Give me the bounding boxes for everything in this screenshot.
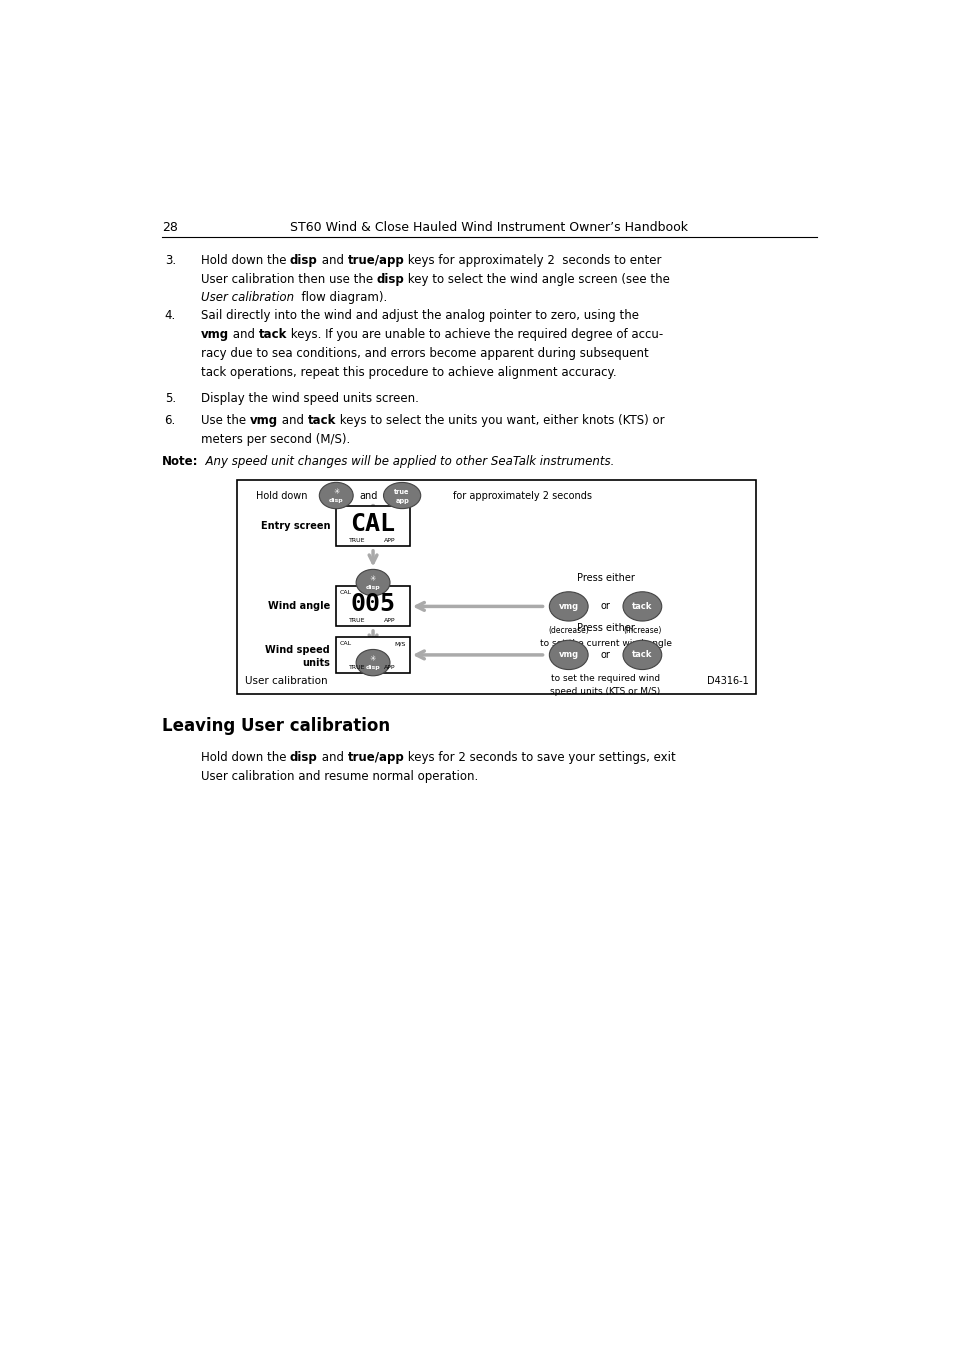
Text: ✳: ✳: [370, 654, 375, 663]
Text: D4316-1: D4316-1: [706, 677, 748, 686]
Text: Use the: Use the: [200, 413, 250, 427]
Text: vmg: vmg: [558, 650, 578, 659]
Text: flow diagram).: flow diagram).: [294, 292, 387, 304]
Text: 4.: 4.: [165, 309, 175, 322]
FancyBboxPatch shape: [335, 507, 410, 546]
Text: or: or: [600, 650, 610, 659]
Text: keys to select the units you want, either knots (KTS) or: keys to select the units you want, eithe…: [335, 413, 663, 427]
Ellipse shape: [319, 482, 353, 509]
Text: units: units: [302, 658, 330, 667]
Text: APP: APP: [383, 538, 395, 543]
Text: disp: disp: [376, 273, 404, 285]
Text: to set the current wind angle: to set the current wind angle: [539, 639, 671, 647]
Text: Note:: Note:: [162, 455, 198, 469]
Text: disp: disp: [365, 665, 380, 670]
Text: Leaving User calibration: Leaving User calibration: [162, 717, 390, 735]
Text: Wind speed: Wind speed: [265, 646, 330, 655]
Text: CAL: CAL: [340, 642, 352, 646]
Text: User calibration then use the: User calibration then use the: [200, 273, 376, 285]
Text: disp: disp: [290, 751, 317, 765]
Text: Sail directly into the wind and adjust the analog pointer to zero, using the: Sail directly into the wind and adjust t…: [200, 309, 638, 322]
Text: for approximately 2 seconds: for approximately 2 seconds: [453, 490, 591, 500]
Text: APP: APP: [383, 619, 395, 623]
Text: app: app: [395, 499, 409, 504]
Text: 005: 005: [350, 592, 395, 616]
Text: TRUE: TRUE: [348, 538, 365, 543]
Text: ✳: ✳: [333, 486, 339, 496]
Text: 3.: 3.: [165, 254, 175, 266]
Text: disp: disp: [329, 499, 343, 503]
Text: TRUE: TRUE: [348, 665, 365, 670]
Text: vmg: vmg: [250, 413, 277, 427]
Text: Hold down the: Hold down the: [200, 751, 290, 765]
Text: and: and: [317, 254, 347, 266]
Text: meters per second (M/S).: meters per second (M/S).: [200, 432, 350, 446]
Text: tack: tack: [307, 413, 335, 427]
Text: and: and: [359, 490, 377, 500]
Text: CAL: CAL: [350, 512, 395, 535]
Text: Display the wind speed units screen.: Display the wind speed units screen.: [200, 392, 418, 405]
Ellipse shape: [355, 650, 390, 676]
Text: (increase): (increase): [622, 626, 660, 635]
Text: Any speed unit changes will be applied to other SeaTalk instruments.: Any speed unit changes will be applied t…: [198, 455, 614, 469]
Text: Press either: Press either: [576, 623, 634, 634]
Text: Entry screen: Entry screen: [260, 521, 330, 531]
Ellipse shape: [622, 640, 661, 670]
Text: keys. If you are unable to achieve the required degree of accu-: keys. If you are unable to achieve the r…: [287, 328, 662, 340]
FancyBboxPatch shape: [236, 480, 756, 694]
Text: User calibration and resume normal operation.: User calibration and resume normal opera…: [200, 770, 477, 784]
Text: ✳: ✳: [370, 574, 375, 582]
Text: APP: APP: [383, 665, 395, 670]
Text: User calibration: User calibration: [200, 292, 294, 304]
Text: Hold down the: Hold down the: [200, 254, 290, 266]
Ellipse shape: [622, 592, 661, 621]
Text: tack operations, repeat this procedure to achieve alignment accuracy.: tack operations, repeat this procedure t…: [200, 366, 616, 378]
Text: 6.: 6.: [165, 413, 175, 427]
Text: (decrease): (decrease): [548, 626, 589, 635]
Text: tack: tack: [632, 603, 652, 611]
Text: keys for 2 seconds to save your settings, exit: keys for 2 seconds to save your settings…: [404, 751, 675, 765]
Ellipse shape: [549, 592, 587, 621]
Text: and: and: [229, 328, 258, 340]
Text: 28: 28: [162, 220, 177, 234]
Text: Hold down: Hold down: [256, 490, 308, 500]
Text: racy due to sea conditions, and errors become apparent during subsequent: racy due to sea conditions, and errors b…: [200, 347, 648, 359]
Text: tack: tack: [258, 328, 287, 340]
Text: disp: disp: [365, 585, 380, 590]
Text: true: true: [394, 489, 410, 494]
Text: to set the required wind: to set the required wind: [551, 674, 659, 684]
Text: ST60 Wind & Close Hauled Wind Instrument Owner’s Handbook: ST60 Wind & Close Hauled Wind Instrument…: [290, 220, 687, 234]
Text: and: and: [317, 751, 347, 765]
Text: Press either: Press either: [576, 573, 634, 584]
FancyBboxPatch shape: [335, 586, 410, 627]
Text: Wind angle: Wind angle: [268, 601, 330, 612]
Ellipse shape: [549, 640, 587, 670]
Text: tack: tack: [632, 650, 652, 659]
Text: vmg: vmg: [558, 603, 578, 611]
Text: true/app: true/app: [347, 751, 404, 765]
Ellipse shape: [355, 569, 390, 596]
Text: vmg: vmg: [200, 328, 229, 340]
Text: TRUE: TRUE: [348, 619, 365, 623]
Text: keys for approximately 2  seconds to enter: keys for approximately 2 seconds to ente…: [404, 254, 661, 266]
FancyBboxPatch shape: [335, 638, 410, 673]
Text: speed units (KTS or M/S): speed units (KTS or M/S): [550, 688, 660, 696]
Text: or: or: [600, 601, 610, 612]
Text: 5.: 5.: [165, 392, 175, 405]
Text: true/app: true/app: [347, 254, 404, 266]
Ellipse shape: [383, 482, 420, 508]
Text: disp: disp: [290, 254, 317, 266]
Text: and: and: [277, 413, 307, 427]
Text: CAL: CAL: [340, 590, 352, 596]
Text: M/S: M/S: [395, 642, 406, 646]
Text: User calibration: User calibration: [245, 677, 327, 686]
Text: key to select the wind angle screen (see the: key to select the wind angle screen (see…: [404, 273, 669, 285]
